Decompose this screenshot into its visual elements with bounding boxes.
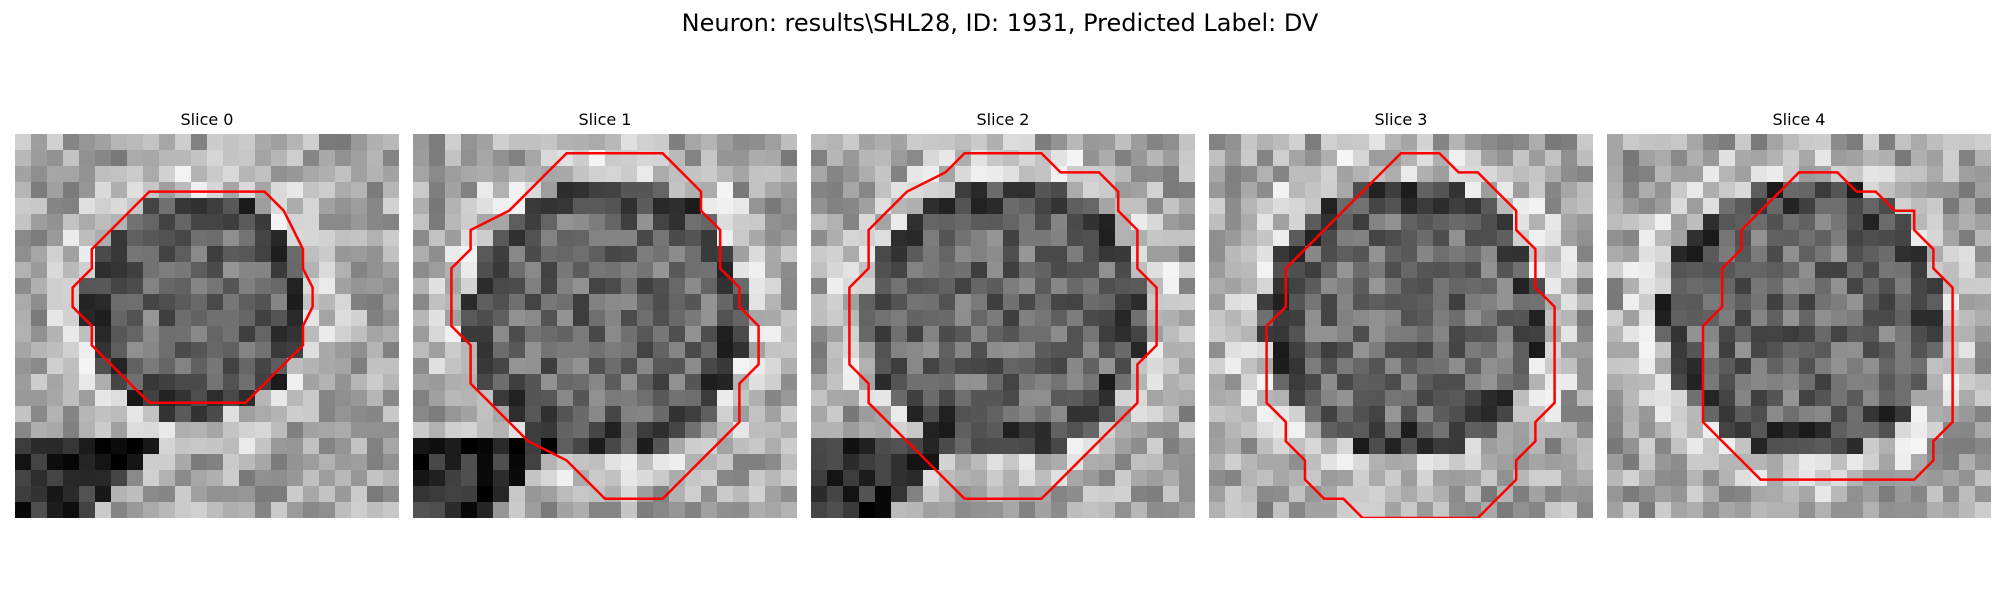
slice-panel-1: Slice 1 [413, 110, 797, 518]
slice-3-image [1209, 134, 1593, 518]
slice-0-contour [71, 190, 314, 405]
slice-panel-2: Slice 2 [811, 110, 1195, 518]
slice-0-title: Slice 0 [180, 110, 234, 129]
slice-4-contour [1701, 171, 1954, 481]
slice-1-title: Slice 1 [578, 110, 632, 129]
slice-0-image [15, 134, 399, 518]
slice-4-title: Slice 4 [1772, 110, 1826, 129]
slice-2-image [811, 134, 1195, 518]
slice-panel-4: Slice 4 [1607, 110, 1991, 518]
slice-panel-0: Slice 0 [15, 110, 399, 518]
slice-2-title: Slice 2 [976, 110, 1030, 129]
slice-panel-3: Slice 3 [1209, 110, 1593, 518]
slice-2-contour [848, 151, 1158, 501]
slice-4-image [1607, 134, 1991, 518]
slice-1-image [413, 134, 797, 518]
slice-1-contour [450, 151, 760, 501]
figure-title: Neuron: results\SHL28, ID: 1931, Predict… [681, 9, 1319, 37]
slice-3-title: Slice 3 [1374, 110, 1428, 129]
slice-3-contour [1265, 151, 1556, 518]
